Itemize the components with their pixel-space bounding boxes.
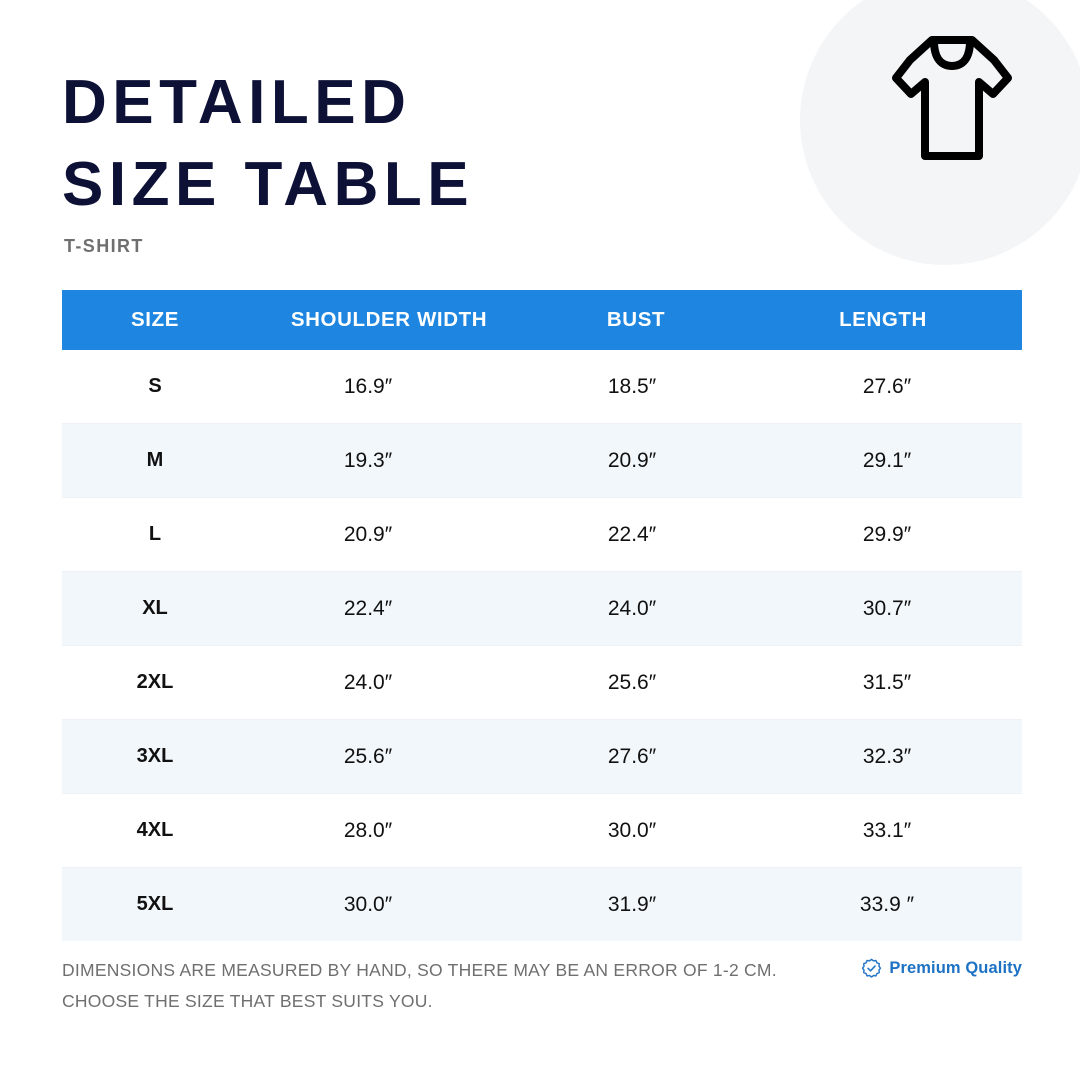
table-row: 2XL 24.0″ 25.6″ 31.5″ <box>62 645 1022 720</box>
cell-length: 33.1″ <box>764 793 1022 868</box>
cell-bust: 18.5″ <box>534 350 764 424</box>
tshirt-icon <box>884 32 1020 164</box>
cell-bust: 27.6″ <box>534 719 764 794</box>
cell-shoulder-width: 20.9″ <box>244 497 534 572</box>
page-title: DETAILED SIZE TABLE <box>62 68 475 219</box>
cell-bust: 24.0″ <box>534 571 764 646</box>
footer-note: DIMENSIONS ARE MEASURED BY HAND, SO THER… <box>62 960 777 1012</box>
cell-bust: 31.9″ <box>534 867 764 941</box>
page-subtitle: T-SHIRT <box>64 235 144 256</box>
premium-quality-label: Premium Quality <box>889 959 1022 977</box>
column-header-shoulder-width: SHOULDER WIDTH <box>244 290 534 350</box>
cell-bust: 30.0″ <box>534 793 764 868</box>
column-header-length: LENGTH <box>764 290 1022 350</box>
cell-size: 3XL <box>62 719 244 794</box>
cell-size: 4XL <box>62 793 244 868</box>
cell-shoulder-width: 24.0″ <box>244 645 534 720</box>
size-table: SIZE SHOULDER WIDTH BUST LENGTH S 16.9″ … <box>62 290 1022 941</box>
cell-size: XL <box>62 571 244 646</box>
cell-shoulder-width: 22.4″ <box>244 571 534 646</box>
table-header: SIZE SHOULDER WIDTH BUST LENGTH <box>62 290 1022 350</box>
cell-size: L <box>62 497 244 572</box>
cell-length: 33.9 ″ <box>764 867 1022 941</box>
cell-length: 29.9″ <box>764 497 1022 572</box>
cell-size: M <box>62 423 244 498</box>
cell-length: 27.6″ <box>764 350 1022 424</box>
table-row: L 20.9″ 22.4″ 29.9″ <box>62 497 1022 572</box>
table-row: XL 22.4″ 24.0″ 30.7″ <box>62 571 1022 646</box>
table-header-row: SIZE SHOULDER WIDTH BUST LENGTH <box>62 290 1022 350</box>
premium-quality-badge: Premium Quality <box>861 958 1022 979</box>
table-row: 4XL 28.0″ 30.0″ 33.1″ <box>62 793 1022 868</box>
cell-shoulder-width: 16.9″ <box>244 350 534 424</box>
cell-size: S <box>62 350 244 424</box>
table-row: 3XL 25.6″ 27.6″ 32.3″ <box>62 719 1022 794</box>
table-row: 5XL 30.0″ 31.9″ 33.9 ″ <box>62 867 1022 941</box>
column-header-bust: BUST <box>534 290 764 350</box>
cell-shoulder-width: 28.0″ <box>244 793 534 868</box>
cell-shoulder-width: 30.0″ <box>244 867 534 941</box>
cell-bust: 20.9″ <box>534 423 764 498</box>
cell-size: 2XL <box>62 645 244 720</box>
header-block: DETAILED SIZE TABLE T-SHIRT <box>62 62 762 257</box>
cell-bust: 25.6″ <box>534 645 764 720</box>
cell-bust: 22.4″ <box>534 497 764 572</box>
cell-length: 29.1″ <box>764 423 1022 498</box>
column-header-size: SIZE <box>62 290 244 350</box>
table-row: S 16.9″ 18.5″ 27.6″ <box>62 350 1022 424</box>
cell-size: 5XL <box>62 867 244 941</box>
decorative-circle <box>800 0 1080 265</box>
cell-length: 31.5″ <box>764 645 1022 720</box>
cell-length: 30.7″ <box>764 571 1022 646</box>
verified-check-badge-icon <box>861 958 882 979</box>
cell-shoulder-width: 25.6″ <box>244 719 534 794</box>
table-body: S 16.9″ 18.5″ 27.6″ M 19.3″ 20.9″ 29.1″ … <box>62 350 1022 941</box>
table-row: M 19.3″ 20.9″ 29.1″ <box>62 423 1022 498</box>
cell-shoulder-width: 19.3″ <box>244 423 534 498</box>
cell-length: 32.3″ <box>764 719 1022 794</box>
